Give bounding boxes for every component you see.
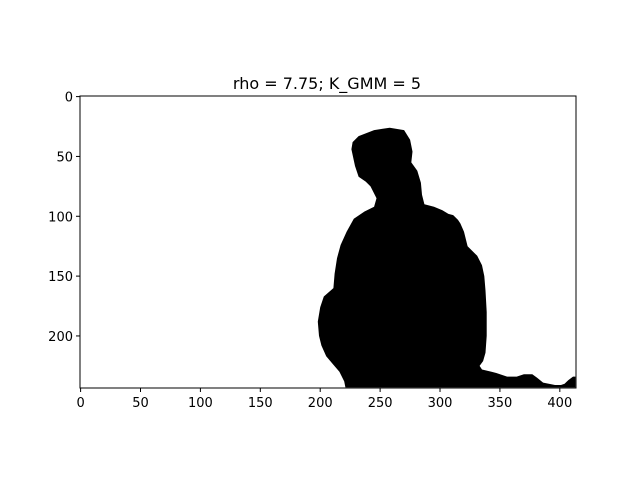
x-tick-label: 300 bbox=[428, 396, 453, 411]
x-tick-label: 250 bbox=[368, 396, 393, 411]
x-tick-label: 0 bbox=[76, 396, 84, 411]
figure-title: rho = 7.75; K_GMM = 5 bbox=[233, 74, 421, 94]
segmentation-mask bbox=[317, 127, 576, 388]
y-axis: 0 50 100 150 200 bbox=[48, 91, 80, 345]
y-tick-label: 0 bbox=[65, 91, 73, 106]
y-tick-label: 50 bbox=[56, 150, 73, 165]
x-tick-label: 200 bbox=[308, 396, 333, 411]
x-tick-label: 50 bbox=[132, 396, 149, 411]
image-plot-area bbox=[79, 95, 577, 389]
axes-frame bbox=[79, 95, 577, 389]
y-tick-label: 100 bbox=[48, 210, 73, 225]
y-tick-label: 150 bbox=[48, 270, 73, 285]
y-tick-label: 200 bbox=[48, 330, 73, 345]
x-tick-label: 400 bbox=[547, 396, 572, 411]
x-tick-label: 100 bbox=[188, 396, 213, 411]
x-axis: 0 50 100 150 200 250 300 350 400 bbox=[76, 388, 572, 411]
x-tick-label: 150 bbox=[248, 396, 273, 411]
x-tick-label: 350 bbox=[488, 396, 513, 411]
